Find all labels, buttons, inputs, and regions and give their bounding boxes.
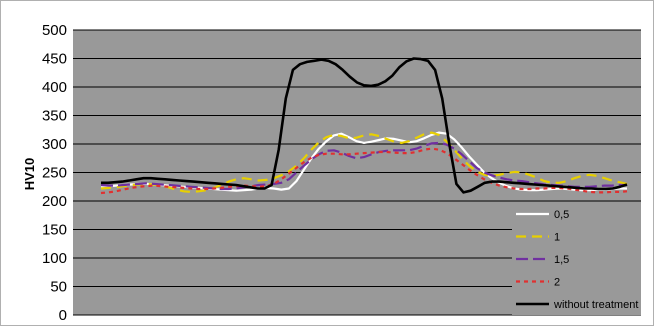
y-axis-label: HV10 — [22, 158, 37, 191]
y-tick-label: 100 — [42, 250, 67, 267]
y-tick-label: 200 — [42, 193, 67, 210]
y-tick-label: 450 — [42, 51, 67, 68]
legend-label-4: without treatment — [553, 299, 638, 311]
y-tick-label: 350 — [42, 108, 67, 125]
y-axis-ticks: 0 50 100 150 200 250 300 350 400 450 500 — [42, 22, 67, 324]
y-tick-label: 500 — [42, 22, 67, 39]
y-tick-label: 0 — [59, 307, 67, 324]
y-tick-label: 250 — [42, 165, 67, 182]
series-line-1 — [100, 131, 628, 193]
series-line-4 — [101, 57, 628, 194]
y-tick-label: 50 — [50, 279, 67, 296]
legend: 0,5 1 1,5 2 without treatment — [512, 204, 641, 315]
legend-label-2: 1,5 — [554, 254, 569, 266]
y-tick-label: 400 — [42, 79, 67, 96]
y-tick-label: 300 — [42, 136, 67, 153]
legend-label-3: 2 — [554, 277, 560, 289]
series-layer — [100, 57, 628, 195]
y-tick-label: 150 — [42, 222, 67, 239]
legend-label-1: 1 — [554, 232, 560, 244]
series-line-3 — [100, 147, 628, 195]
legend-label-0: 0,5 — [554, 209, 569, 221]
